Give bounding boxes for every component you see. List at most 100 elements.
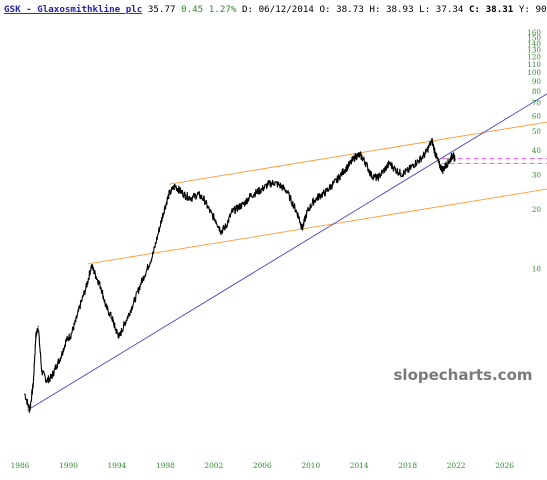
x-tick-label: 2006 (253, 461, 272, 470)
price-point (454, 158, 456, 160)
price-point (35, 336, 37, 338)
price-point (355, 155, 357, 157)
price-point (46, 379, 48, 381)
price-point (95, 276, 97, 278)
open-value: 38.73 (336, 4, 364, 15)
watermark: slopecharts.com (394, 366, 533, 384)
price-series (24, 137, 456, 413)
price-point (359, 154, 361, 156)
x-tick-label: 2014 (350, 461, 369, 470)
price-point (285, 190, 288, 192)
price-point (115, 329, 117, 331)
y-tick-label: 110 (527, 60, 541, 69)
price-point (163, 209, 165, 211)
price-point (203, 199, 205, 201)
trendline-blue-support (27, 93, 547, 411)
price-point (442, 169, 444, 171)
price-point (255, 191, 257, 194)
price-point (261, 188, 263, 190)
price-point (370, 174, 372, 176)
price-point (134, 298, 136, 300)
price-point (174, 185, 176, 187)
price-point (298, 215, 300, 217)
price-point (434, 153, 437, 155)
price-point (41, 370, 43, 372)
price-point (225, 225, 227, 227)
quote-line: GSK - Glaxosmithkline plc 35.77 0.45 1.2… (4, 4, 547, 15)
price-point (293, 205, 295, 207)
y-tick-label: 140 (527, 39, 541, 48)
price-point (220, 230, 222, 233)
price-point (191, 197, 193, 199)
open-label: O: (319, 4, 330, 15)
price-point (60, 355, 62, 357)
price-point (65, 340, 67, 342)
price-point (449, 159, 451, 161)
high-value: 38.93 (386, 4, 414, 15)
price-point (158, 228, 160, 230)
y-tick-label: 80 (532, 87, 542, 96)
y-tick-label: 150 (527, 34, 541, 43)
y-tick-label: 100 (527, 68, 541, 77)
x-tick-label: 1986 (11, 461, 30, 470)
trendline-orange-lower (87, 188, 547, 265)
price-point (197, 193, 199, 195)
price-point (312, 201, 314, 203)
price-point (419, 159, 421, 161)
x-tick-label: 1994 (107, 461, 126, 470)
price-point (168, 193, 170, 195)
y-tick-label: 40 (532, 146, 542, 155)
trendlines (27, 93, 547, 411)
dashed-levels (441, 158, 547, 164)
price-point (249, 195, 251, 197)
y-tick-label: 120 (527, 53, 541, 62)
y-tick-label: 60 (532, 112, 542, 121)
price-point (231, 211, 233, 213)
price-point (364, 161, 366, 163)
x-tick-label: 2002 (204, 461, 223, 470)
price-point (306, 211, 308, 213)
x-tick-label: 1998 (156, 461, 175, 470)
price-point (407, 170, 409, 172)
price-point (376, 177, 378, 179)
price-point (140, 282, 142, 284)
price-point (401, 173, 403, 175)
price-point (388, 162, 391, 164)
price-point (395, 169, 397, 171)
price-point (146, 268, 148, 270)
x-tick-label: 1990 (59, 461, 78, 470)
price-point (438, 164, 440, 166)
price-point (123, 324, 125, 326)
symbol-title[interactable]: GSK - Glaxosmithkline plc (4, 4, 142, 15)
x-tick-label: 2022 (447, 461, 466, 470)
price-point (100, 287, 102, 289)
price-point (185, 195, 187, 197)
price-point (37, 325, 39, 327)
last-price: 35.77 (148, 4, 176, 15)
price-point (382, 170, 384, 172)
price-point (152, 252, 154, 254)
price-line (24, 137, 456, 413)
high-label: H: (369, 4, 380, 15)
price-change: 0.45 (181, 4, 203, 15)
y-tick-label: 50 (532, 127, 542, 136)
x-tick-label: 2026 (495, 461, 514, 470)
price-point (330, 185, 332, 187)
price-point (105, 306, 107, 308)
price-point (90, 264, 93, 267)
price-point (431, 140, 433, 142)
close-label: C: (469, 4, 480, 15)
date-value: 06/12/2014 (259, 4, 315, 15)
price-point (32, 383, 34, 385)
price-point (209, 211, 211, 213)
price-point (336, 179, 338, 181)
price-point (279, 185, 282, 187)
price-point (237, 207, 239, 209)
y-label: Y: (519, 4, 530, 15)
y-tick-label: 130 (527, 46, 541, 55)
price-point (348, 164, 351, 166)
y-tick-label: 30 (532, 171, 542, 180)
price-point (179, 190, 181, 192)
y-tick-label: 90 (532, 77, 542, 86)
